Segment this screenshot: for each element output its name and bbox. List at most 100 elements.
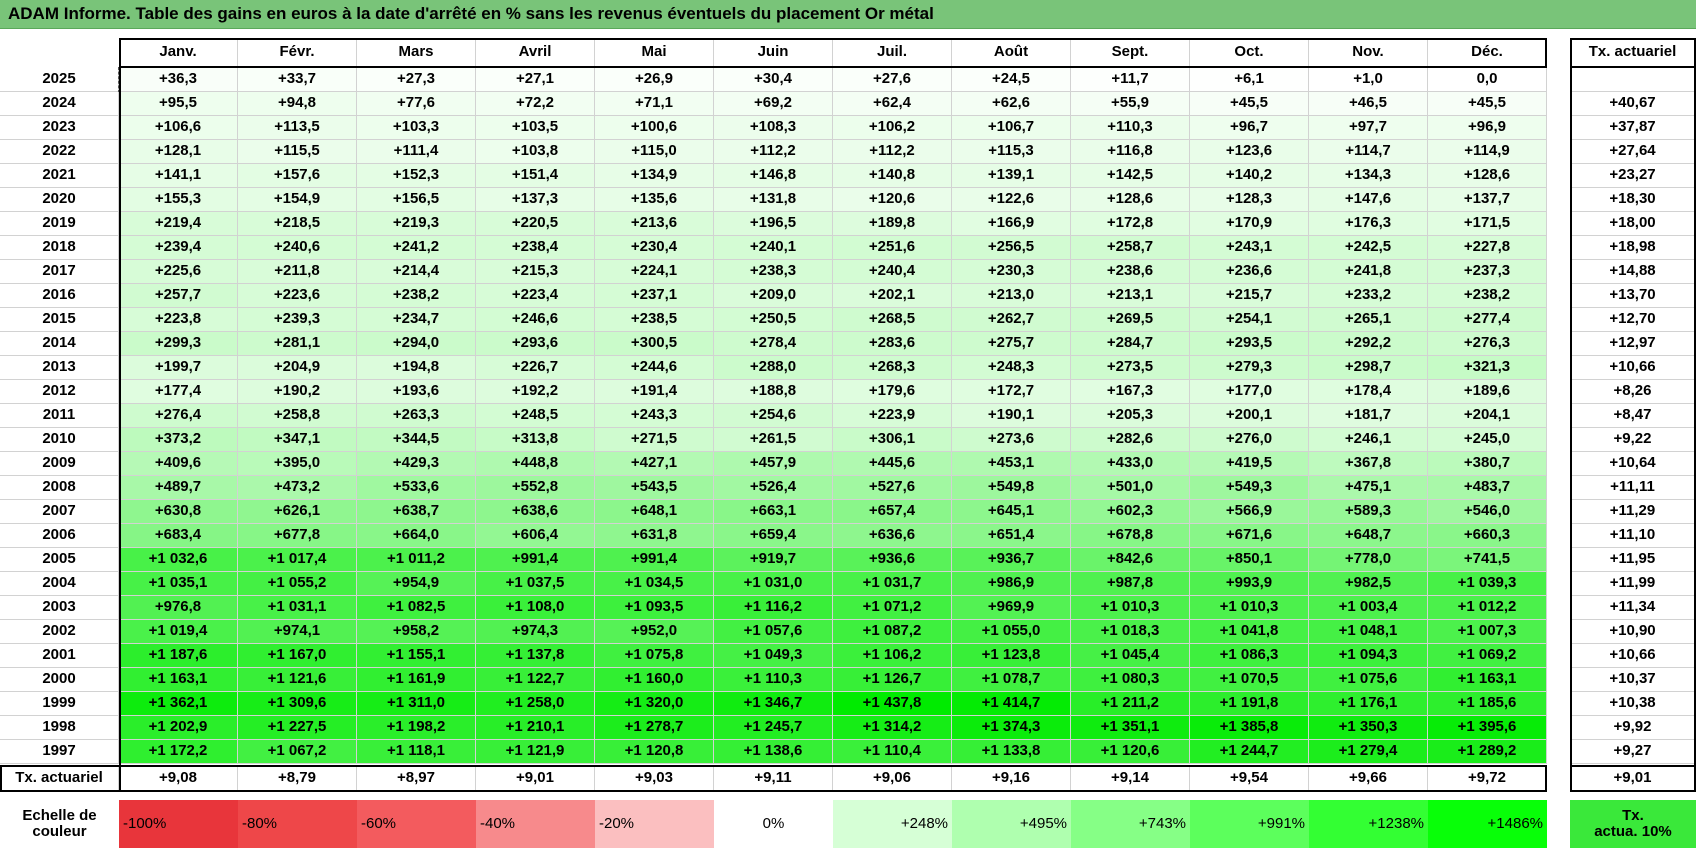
value-cell: +248,3	[952, 356, 1071, 380]
value-cell: +135,6	[595, 188, 714, 212]
value-cell: +344,5	[357, 428, 476, 452]
value-cell: +298,7	[1309, 356, 1428, 380]
value-cell: +156,5	[357, 188, 476, 212]
value-cell: +986,9	[952, 572, 1071, 596]
value-cell: +489,7	[119, 476, 238, 500]
year-label: 2004	[0, 572, 119, 596]
value-cell: +192,2	[476, 380, 595, 404]
value-cell: +142,5	[1071, 164, 1190, 188]
column-header: Déc.	[1428, 38, 1547, 67]
value-cell: +606,4	[476, 524, 595, 548]
value-cell: +246,1	[1309, 428, 1428, 452]
value-cell: +140,8	[833, 164, 952, 188]
value-cell: +1 035,1	[119, 572, 238, 596]
value-cell: +1 094,3	[1309, 644, 1428, 668]
value-cell: +277,4	[1428, 308, 1547, 332]
value-cell: +552,8	[476, 476, 595, 500]
value-cell: +1 163,1	[119, 668, 238, 692]
rate-cell: +18,00	[1570, 212, 1696, 236]
value-cell: +299,3	[119, 332, 238, 356]
value-cell: +1 350,3	[1309, 716, 1428, 740]
value-cell: +663,1	[714, 500, 833, 524]
value-cell: +213,0	[952, 284, 1071, 308]
year-label: 2023	[0, 116, 119, 140]
value-cell: +26,9	[595, 68, 714, 92]
legend-swatch: 0%	[714, 800, 833, 848]
value-cell: +677,8	[238, 524, 357, 548]
value-cell: +1 385,8	[1190, 716, 1309, 740]
value-cell: +100,6	[595, 116, 714, 140]
value-cell: +1 133,8	[952, 740, 1071, 764]
value-cell: +427,1	[595, 452, 714, 476]
value-cell: +177,0	[1190, 380, 1309, 404]
value-cell: +457,9	[714, 452, 833, 476]
year-label: 2005	[0, 548, 119, 572]
value-cell: +258,8	[238, 404, 357, 428]
legend-swatch: -20%	[595, 800, 714, 848]
value-cell: +1 093,5	[595, 596, 714, 620]
value-cell: +242,5	[1309, 236, 1428, 260]
value-cell: +1 110,3	[714, 668, 833, 692]
year-label: 2015	[0, 308, 119, 332]
rate-cell: +11,10	[1570, 524, 1696, 548]
value-cell: +190,2	[238, 380, 357, 404]
value-cell: +1 395,6	[1428, 716, 1547, 740]
value-cell: +631,8	[595, 524, 714, 548]
footer-cell: +9,08	[119, 766, 238, 792]
value-cell: +112,2	[833, 140, 952, 164]
value-cell: +243,3	[595, 404, 714, 428]
value-cell: +1 017,4	[238, 548, 357, 572]
value-cell: +241,2	[357, 236, 476, 260]
value-cell: +77,6	[357, 92, 476, 116]
value-cell: +243,1	[1190, 236, 1309, 260]
value-cell: +1 010,3	[1071, 596, 1190, 620]
value-cell: +227,8	[1428, 236, 1547, 260]
year-label: 2008	[0, 476, 119, 500]
value-cell: +1 118,1	[357, 740, 476, 764]
value-cell: +409,6	[119, 452, 238, 476]
rate-cell: +12,97	[1570, 332, 1696, 356]
value-cell: +189,6	[1428, 380, 1547, 404]
rate-cell: +37,87	[1570, 116, 1696, 140]
value-cell: +190,1	[952, 404, 1071, 428]
value-cell: +321,3	[1428, 356, 1547, 380]
value-cell: +276,4	[119, 404, 238, 428]
value-cell: +62,6	[952, 92, 1071, 116]
value-cell: +850,1	[1190, 548, 1309, 572]
value-cell: +1 055,0	[952, 620, 1071, 644]
value-cell: +648,1	[595, 500, 714, 524]
rate-cell: +10,90	[1570, 620, 1696, 644]
value-cell: +1 075,6	[1309, 668, 1428, 692]
value-cell: +549,8	[952, 476, 1071, 500]
year-label: 2025	[0, 68, 119, 92]
value-cell: +45,5	[1428, 92, 1547, 116]
value-cell: +45,5	[1190, 92, 1309, 116]
value-cell: +526,4	[714, 476, 833, 500]
footer-cell: +9,16	[952, 766, 1071, 792]
value-cell: +292,2	[1309, 332, 1428, 356]
footer-cell: +9,06	[833, 766, 952, 792]
value-cell: +657,4	[833, 500, 952, 524]
footer-cell: +9,03	[595, 766, 714, 792]
value-cell: +131,8	[714, 188, 833, 212]
value-cell: +1 244,7	[1190, 740, 1309, 764]
rate-cell: +11,99	[1570, 572, 1696, 596]
value-cell: +256,5	[952, 236, 1071, 260]
value-cell: +638,7	[357, 500, 476, 524]
value-cell: +1 120,8	[595, 740, 714, 764]
value-cell: +1 048,1	[1309, 620, 1428, 644]
value-cell: +1 067,2	[238, 740, 357, 764]
value-cell: +189,8	[833, 212, 952, 236]
column-header: Mai	[595, 38, 714, 67]
value-cell: +204,9	[238, 356, 357, 380]
value-cell: +1 155,1	[357, 644, 476, 668]
value-cell: +300,5	[595, 332, 714, 356]
value-cell: +115,0	[595, 140, 714, 164]
footer-cell: +9,54	[1190, 766, 1309, 792]
value-cell: +546,0	[1428, 500, 1547, 524]
value-cell: +282,6	[1071, 428, 1190, 452]
value-cell: +115,3	[952, 140, 1071, 164]
rate-cell: +27,64	[1570, 140, 1696, 164]
year-label: 2006	[0, 524, 119, 548]
